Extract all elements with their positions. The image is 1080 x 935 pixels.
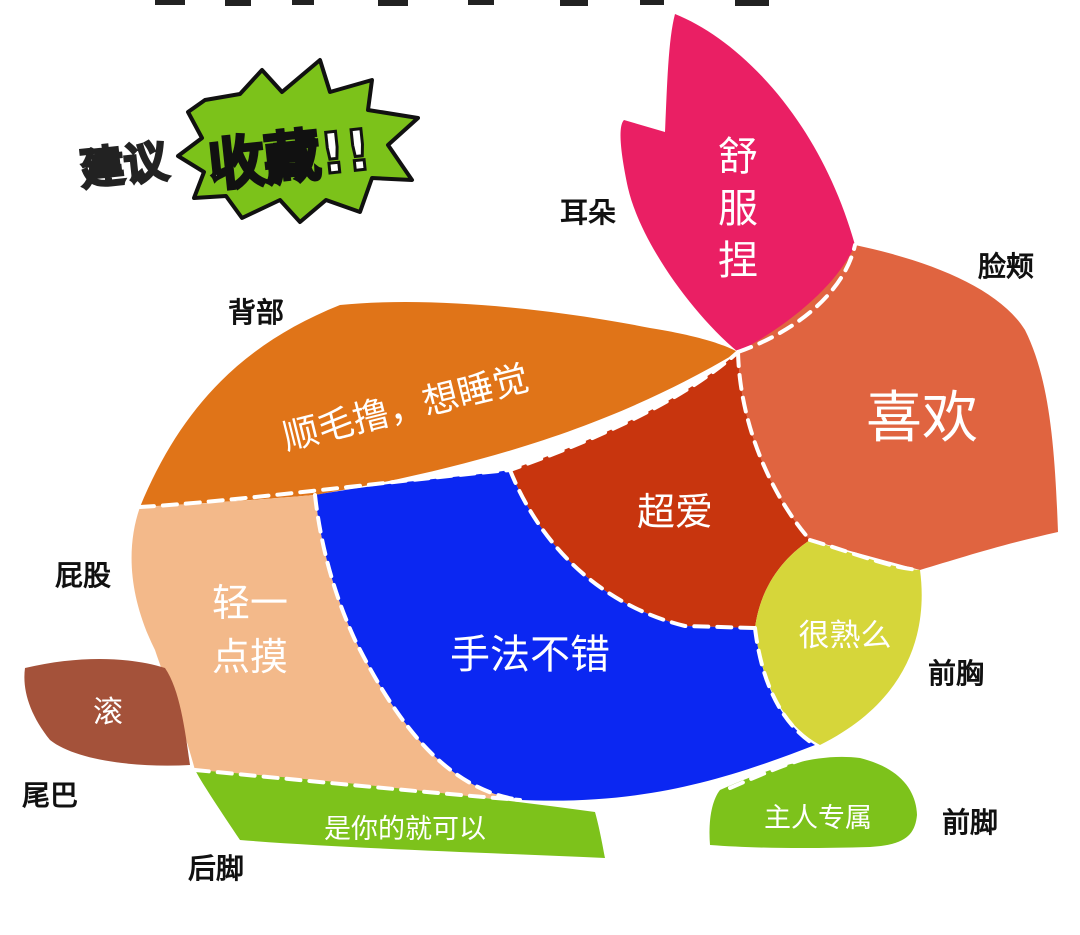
zone-ear [620,14,855,352]
label-front-foot: 前脚 [942,806,998,839]
burst-shape [176,58,420,224]
zone-belly [315,470,815,801]
collect-badge: 建议 收藏!! [76,58,420,224]
zone-tail [24,658,191,766]
label-butt: 屁股 [55,559,111,592]
label-ear: 耳朵 [560,196,616,229]
label-back: 背部 [228,296,284,329]
zone-butt [131,495,520,800]
label-chest: 前胸 [928,657,984,690]
ear-text-3: 捏 [718,238,758,284]
zone-back [140,302,738,507]
label-cheek: 脸颊 [978,250,1034,283]
badge-prefix: 建议 [78,136,172,196]
zone-chest [755,540,922,745]
zone-front-foot [709,756,917,849]
ear-text-1: 舒 [718,134,758,180]
neck-text: 超爱 [637,490,713,534]
hind-foot-text: 是你的就可以 [324,814,486,845]
label-tail: 尾巴 [22,779,78,812]
ear-text-2: 服 [718,186,758,232]
tail-text: 滚 [93,695,123,730]
zone-seams [138,243,922,802]
cheek-text: 喜欢 [866,386,978,451]
label-hind-foot: 后脚 [188,852,244,885]
zone-neck [510,352,810,628]
zone-hind-foot [195,770,605,858]
chest-text: 很熟么 [799,618,892,654]
butt-text-2: 点摸 [212,635,288,679]
front-foot-text: 主人专属 [764,803,872,834]
butt-text-1: 轻一 [212,581,288,625]
part-labels: 耳朵 脸颊 背部 屁股 前胸 尾巴 前脚 后脚 [22,196,1034,885]
belly-text: 手法不错 [450,632,610,678]
zone-cheek [738,245,1058,570]
cropped-top-text [155,0,769,6]
